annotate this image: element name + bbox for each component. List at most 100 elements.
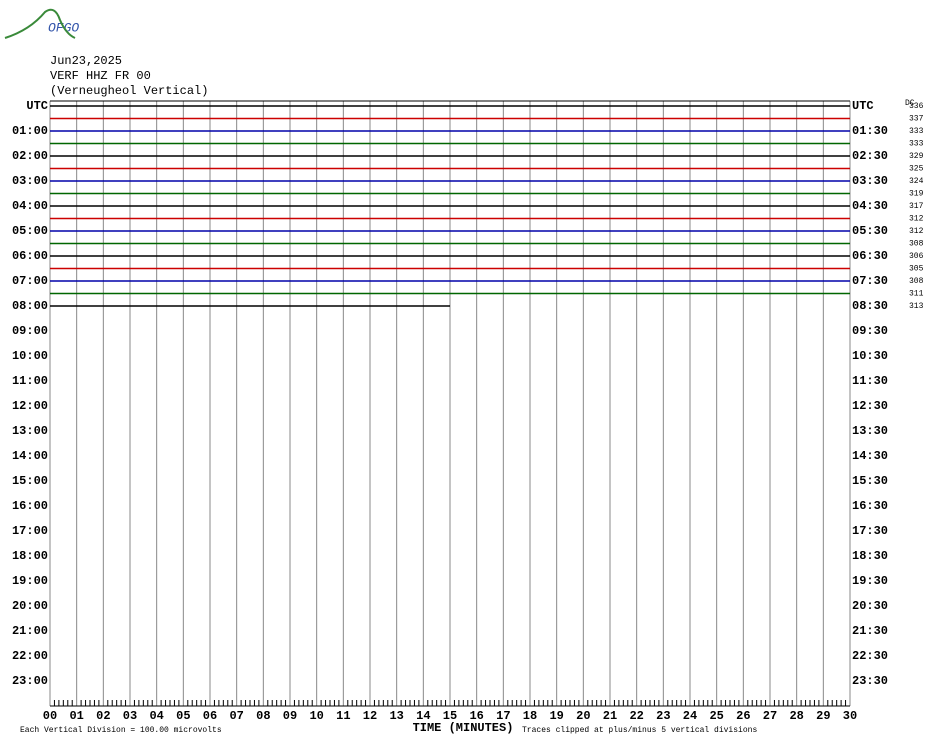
dc-value: 337: [909, 115, 924, 124]
x-tick-label: 21: [603, 709, 617, 723]
left-label: UTC: [26, 99, 48, 113]
right-label: 03:30: [852, 174, 888, 188]
right-label: 16:30: [852, 499, 888, 513]
station: VERF HHZ FR 00: [50, 69, 151, 83]
left-label: 20:00: [12, 599, 48, 613]
left-label: 18:00: [12, 549, 48, 563]
x-tick-label: 02: [96, 709, 110, 723]
dc-value: 329: [909, 152, 924, 161]
x-tick-label: 08: [256, 709, 270, 723]
left-label: 09:00: [12, 324, 48, 338]
dc-value: 333: [909, 127, 924, 136]
dc-value: 308: [909, 240, 924, 249]
right-label: 23:30: [852, 674, 888, 688]
right-label: 08:30: [852, 299, 888, 313]
dc-value: 308: [909, 277, 924, 286]
dc-value: 305: [909, 265, 924, 274]
x-tick-label: 10: [309, 709, 323, 723]
left-label: 05:00: [12, 224, 48, 238]
date: Jun23,2025: [50, 54, 122, 68]
x-tick-label: 26: [736, 709, 750, 723]
right-label: 09:30: [852, 324, 888, 338]
dc-value: 325: [909, 165, 924, 174]
x-tick-label: 20: [576, 709, 590, 723]
x-tick-label: 30: [843, 709, 857, 723]
clip-note: Traces clipped at plus/minus 5 vertical …: [522, 726, 757, 735]
left-label: 02:00: [12, 149, 48, 163]
left-label: 19:00: [12, 574, 48, 588]
right-label: 20:30: [852, 599, 888, 613]
dc-value: 317: [909, 202, 924, 211]
x-tick-label: 00: [43, 709, 57, 723]
left-label: 15:00: [12, 474, 48, 488]
dc-value: 312: [909, 215, 924, 224]
x-tick-label: 29: [816, 709, 830, 723]
right-label: 22:30: [852, 649, 888, 663]
x-tick-label: 07: [229, 709, 243, 723]
x-tick-label: 05: [176, 709, 190, 723]
left-label: 21:00: [12, 624, 48, 638]
x-tick-label: 28: [789, 709, 803, 723]
right-label: 11:30: [852, 374, 888, 388]
description: (Verneugheol Vertical): [50, 84, 208, 98]
x-tick-label: 23: [656, 709, 670, 723]
dc-value: 333: [909, 140, 924, 149]
right-label: 14:30: [852, 449, 888, 463]
dc-value: 324: [909, 177, 924, 186]
left-label: 16:00: [12, 499, 48, 513]
right-label: 19:30: [852, 574, 888, 588]
right-label: 04:30: [852, 199, 888, 213]
left-label: 17:00: [12, 524, 48, 538]
right-label: UTC: [852, 99, 874, 113]
right-label: 21:30: [852, 624, 888, 638]
x-tick-label: 14: [416, 709, 430, 723]
x-tick-label: 01: [69, 709, 83, 723]
left-label: 23:00: [12, 674, 48, 688]
left-label: 03:00: [12, 174, 48, 188]
right-label: 12:30: [852, 399, 888, 413]
x-tick-label: 25: [709, 709, 723, 723]
x-axis-title: TIME (MINUTES): [413, 721, 514, 735]
right-label: 17:30: [852, 524, 888, 538]
x-tick-label: 09: [283, 709, 297, 723]
left-label: 13:00: [12, 424, 48, 438]
dc-value: 336: [909, 102, 924, 111]
x-tick-label: 04: [149, 709, 163, 723]
left-label: 11:00: [12, 374, 48, 388]
left-label: 06:00: [12, 249, 48, 263]
left-label: 10:00: [12, 349, 48, 363]
dc-title: DC: [905, 99, 915, 108]
x-tick-label: 24: [683, 709, 697, 723]
left-label: 04:00: [12, 199, 48, 213]
right-label: 15:30: [852, 474, 888, 488]
left-label: 01:00: [12, 124, 48, 138]
logo-shape: [4, 8, 76, 39]
x-tick-label: 15: [443, 709, 457, 723]
left-label: 08:00: [12, 299, 48, 313]
right-label: 18:30: [852, 549, 888, 563]
left-label: 22:00: [12, 649, 48, 663]
x-tick-label: 16: [469, 709, 483, 723]
x-tick-label: 27: [763, 709, 777, 723]
dc-value: 306: [909, 252, 924, 261]
x-tick-label: 19: [549, 709, 563, 723]
dc-value: 311: [909, 290, 924, 299]
right-label: 13:30: [852, 424, 888, 438]
dc-value: 312: [909, 227, 924, 236]
x-tick-label: 12: [363, 709, 377, 723]
x-tick-label: 13: [389, 709, 403, 723]
x-tick-label: 22: [629, 709, 643, 723]
left-label: 14:00: [12, 449, 48, 463]
x-tick-label: 18: [523, 709, 537, 723]
x-tick-label: 11: [336, 709, 350, 723]
x-tick-label: 17: [496, 709, 510, 723]
left-label: 07:00: [12, 274, 48, 288]
right-label: 05:30: [852, 224, 888, 238]
right-label: 02:30: [852, 149, 888, 163]
scale-note: Each Vertical Division = 100.00 microvol…: [20, 726, 222, 735]
dc-value: 319: [909, 190, 924, 199]
dc-value: 313: [909, 302, 924, 311]
right-label: 10:30: [852, 349, 888, 363]
